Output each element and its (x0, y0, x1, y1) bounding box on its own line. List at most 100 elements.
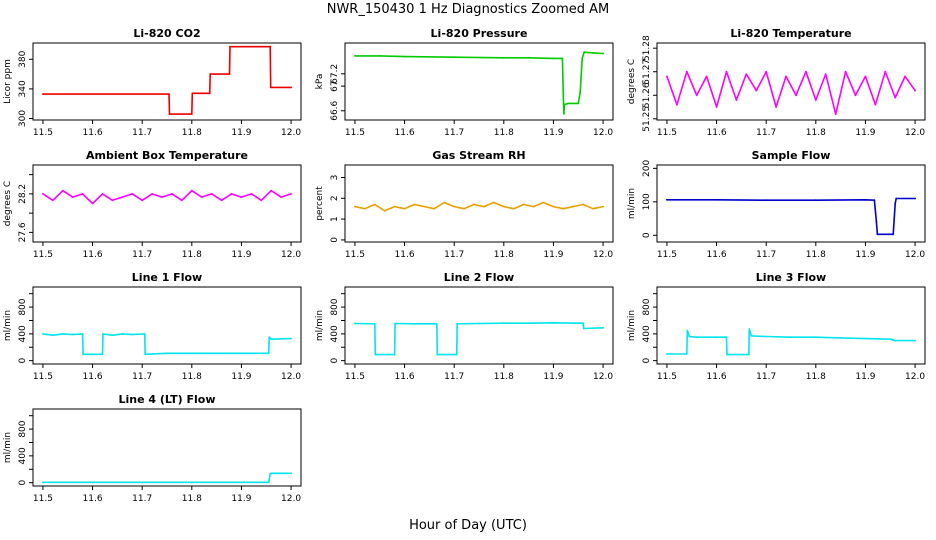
data-point (270, 189, 273, 192)
data-point (373, 322, 376, 325)
data-point (121, 333, 124, 335)
data-point (725, 336, 728, 339)
data-point (522, 203, 525, 206)
data-point (453, 205, 456, 208)
data-point (91, 481, 94, 484)
data-point (270, 472, 273, 475)
data-point (81, 333, 84, 335)
x-tick-label: 12.0 (593, 372, 613, 382)
panel-title: Line 2 Flow (444, 271, 514, 284)
data-point (884, 70, 887, 73)
y-tick-label: 0 (642, 232, 652, 238)
plot-frame (344, 286, 614, 365)
data-point (686, 329, 689, 332)
y-tick-label: 51.26 (642, 82, 652, 108)
panel-li-820-pressure: Li-820 Pressure kPa 11.5 11.6 11.7 11.8 11.9 12… (315, 27, 614, 138)
data-point (873, 199, 876, 202)
data-point (102, 333, 104, 335)
data-point (267, 352, 270, 355)
data-point (563, 112, 565, 115)
data-point (52, 334, 54, 337)
x-tick-label: 11.8 (182, 250, 202, 260)
data-point (552, 205, 555, 208)
data-point (181, 199, 183, 202)
x-tick-label: 11.9 (855, 372, 875, 382)
data-point (82, 353, 84, 356)
panel-title: Line 1 Flow (132, 271, 202, 284)
data-point (171, 193, 173, 195)
data-point (42, 333, 44, 335)
data-point (834, 113, 837, 115)
data-point (141, 481, 144, 484)
y-tick-label: 380 (18, 50, 28, 67)
data-point (715, 198, 718, 201)
panel-title: Li-820 CO2 (133, 27, 200, 40)
data-point (894, 339, 897, 342)
data-point (228, 73, 231, 75)
data-point (892, 233, 895, 236)
data-point (563, 103, 566, 106)
data-point (894, 96, 897, 99)
data-point (532, 205, 535, 208)
data-point (230, 193, 233, 195)
y-tick-label: 27.6 (18, 222, 28, 242)
plot-frame (32, 408, 302, 487)
data-point (502, 205, 505, 208)
data-point (582, 203, 585, 206)
x-tick-label: 11.8 (494, 372, 514, 382)
data-point (290, 337, 292, 340)
data-point (290, 193, 292, 195)
data-point (42, 193, 44, 195)
x-tick-label: 11.8 (806, 250, 826, 260)
data-point (765, 70, 768, 73)
x-tick-label: 11.7 (132, 494, 152, 504)
data-point (250, 193, 253, 195)
data-point (583, 51, 586, 54)
data-point (582, 322, 585, 325)
y-axis-label: ml/min (3, 310, 13, 341)
data-point (685, 70, 688, 73)
y-tick-label: 300 (18, 110, 28, 127)
data-point (572, 205, 575, 208)
x-tick-label: 11.9 (231, 372, 251, 382)
panel-sample-flow: Sample Flow ml/min 11.5 11.6 11.7 11.8 11.9 12.… (627, 149, 926, 260)
data-point (52, 199, 54, 202)
y-tick-label: 100 (642, 193, 652, 210)
x-tick-label: 11.8 (182, 494, 202, 504)
y-tick-label: 67 (330, 80, 340, 91)
data-point (775, 106, 777, 108)
plot-frame (344, 42, 614, 121)
x-tick-label: 11.7 (132, 250, 152, 260)
panel-title: Gas Stream RH (432, 149, 525, 162)
series-line-li-820-temperature (666, 70, 916, 115)
x-tick-label: 11.8 (494, 128, 514, 138)
data-point (111, 199, 114, 202)
data-point (904, 75, 906, 78)
data-point (374, 353, 377, 356)
series-line-gas-stream-rh (354, 201, 604, 212)
data-point (824, 73, 827, 75)
y-tick-label: 400 (642, 325, 652, 342)
data-point (215, 352, 218, 355)
data-point (561, 57, 564, 60)
data-point (577, 102, 580, 105)
data-point (168, 113, 171, 115)
data-point (747, 353, 750, 356)
x-tick-label: 11.7 (132, 372, 152, 382)
x-tick-label: 11.9 (231, 494, 251, 504)
data-point (290, 472, 292, 475)
data-point (240, 196, 243, 199)
x-tick-label: 11.9 (855, 250, 875, 260)
data-point (790, 336, 792, 339)
y-tick-label: 66.6 (330, 100, 340, 120)
x-tick-label: 11.6 (707, 128, 727, 138)
data-point (210, 193, 213, 195)
data-point (81, 193, 84, 195)
data-point (666, 353, 668, 355)
data-point (71, 196, 74, 199)
data-point (403, 55, 406, 58)
x-tick-label: 12.0 (905, 250, 925, 260)
y-tick-label: 0 (18, 358, 28, 364)
x-tick-label: 11.5 (33, 128, 53, 138)
